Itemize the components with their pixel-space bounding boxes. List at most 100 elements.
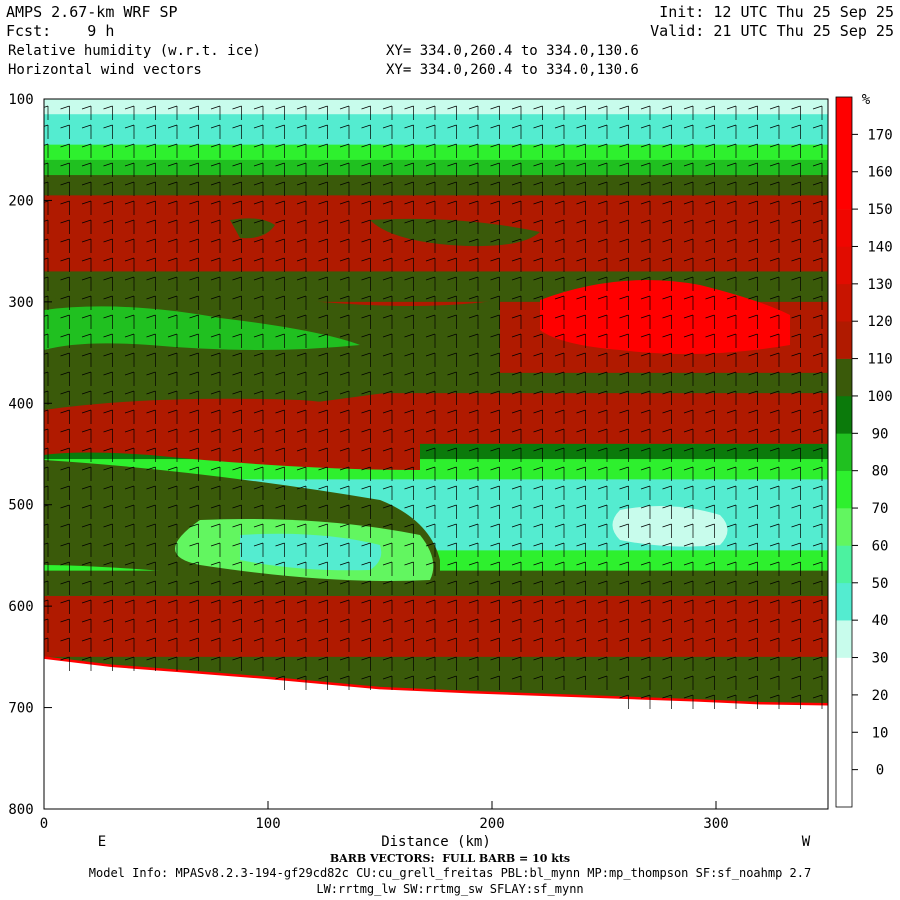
wind-barb: [554, 390, 565, 405]
wind-barb: [425, 675, 436, 690]
wind-barb: [425, 523, 436, 538]
colorbar-label: 150: [867, 202, 892, 218]
wind-barb: [60, 295, 70, 310]
wind-barb: [296, 333, 307, 348]
wind-barb: [361, 542, 371, 557]
wind-barb: [812, 675, 823, 690]
wind-barb: [490, 542, 500, 557]
wind-barb: [275, 485, 285, 500]
wind-barb: [705, 181, 715, 196]
wind-barb: [167, 238, 178, 253]
wind-barb: [44, 257, 49, 272]
colorbar-swatch: [836, 470, 852, 509]
wind-barb: [748, 580, 758, 595]
wind-barb: [146, 200, 156, 215]
wind-barb: [683, 542, 694, 557]
wind-barb: [404, 485, 414, 500]
wind-barb: [210, 333, 221, 348]
wind-barb: [554, 314, 565, 329]
wind-barb: [726, 580, 737, 595]
wind-barb: [533, 105, 543, 120]
wind-barb: [81, 181, 92, 196]
wind-barb: [124, 314, 135, 329]
wind-barb: [705, 333, 715, 348]
wind-barb: [748, 295, 758, 310]
wind-barb: [189, 485, 199, 500]
colorbar-label: 140: [867, 239, 892, 255]
wind-barb: [554, 238, 565, 253]
wind-barb: [339, 523, 350, 538]
wind-barb: [726, 390, 737, 405]
wind-barb: [468, 162, 479, 177]
wind-barb: [167, 219, 178, 234]
wind-barb: [791, 485, 801, 500]
wind-barb: [103, 485, 113, 500]
wind-barb: [210, 656, 221, 671]
wind-barb: [253, 428, 264, 443]
wind-barb: [447, 181, 457, 196]
wind-barb: [748, 428, 758, 443]
colorbar-swatch: [836, 209, 852, 247]
wind-barb: [425, 580, 436, 595]
wind-barb: [490, 371, 500, 386]
wind-barb: [748, 523, 758, 538]
wind-barb: [167, 295, 178, 310]
wind-barb: [425, 561, 436, 576]
wind-barb: [124, 618, 135, 633]
colorbar: 0 10 20 30 40 50 60 70 80 90 100 110 120 130 140 150 160…: [835, 96, 893, 808]
wind-barb: [382, 485, 393, 500]
wind-barb: [812, 542, 823, 557]
wind-barb: [791, 599, 801, 614]
wind-barb: [60, 504, 70, 519]
wind-barb: [662, 599, 672, 614]
colorbar-swatch: [836, 97, 852, 135]
wind-barb: [339, 276, 350, 291]
wind-barb: [253, 162, 264, 177]
wind-barb: [382, 295, 393, 310]
wind-barb: [318, 181, 328, 196]
plot-frame: [43, 98, 829, 810]
wind-barb: [318, 162, 328, 177]
xy-label-1: XY= 334.0,260.4 to 334.0,130.6: [386, 43, 639, 59]
wind-barb: [769, 181, 780, 196]
wind-barb: [683, 580, 694, 595]
wind-barb: [511, 485, 522, 500]
wind-barb: [447, 295, 457, 310]
wind-barb: [210, 504, 221, 519]
wind-barb: [146, 257, 156, 272]
wind-barb: [425, 257, 436, 272]
wind-barb: [318, 485, 328, 500]
wind-barb: [533, 352, 543, 367]
wind-barb: [425, 466, 436, 481]
wind-barb: [124, 599, 135, 614]
wind-barb: [511, 599, 522, 614]
wind-barb: [468, 618, 479, 633]
wind-barb: [705, 694, 715, 709]
wind-barb: [640, 143, 651, 158]
wind-barb: [44, 637, 49, 652]
wind-barb: [210, 219, 221, 234]
wind-barb: [812, 124, 823, 139]
wind-barb: [339, 333, 350, 348]
wind-barb: [425, 542, 436, 557]
wind-barb: [253, 618, 264, 633]
wind-barb: [726, 314, 737, 329]
wind-barb: [791, 637, 801, 652]
wind-barb: [232, 542, 242, 557]
wind-barb: [60, 352, 70, 367]
wind-barb: [425, 447, 436, 462]
wind-barb: [554, 504, 565, 519]
wind-barb: [124, 428, 135, 443]
wind-barb: [189, 238, 199, 253]
wind-barb: [275, 124, 285, 139]
wind-barb: [490, 200, 500, 215]
wind-barb: [511, 618, 522, 633]
wind-barb: [232, 200, 242, 215]
wind-barb: [769, 428, 780, 443]
wind-barb: [189, 314, 199, 329]
wind-barb: [576, 447, 586, 462]
wind-barb: [339, 162, 350, 177]
wind-barb: [189, 219, 199, 234]
wind-barb: [748, 504, 758, 519]
wind-barb: [232, 143, 242, 158]
